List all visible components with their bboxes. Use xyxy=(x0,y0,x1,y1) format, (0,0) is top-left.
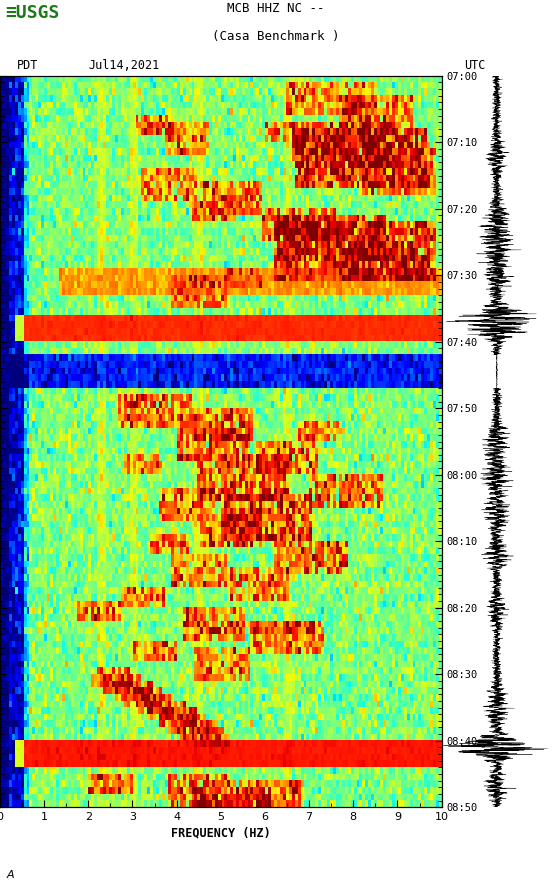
Text: $\mathit{A}$: $\mathit{A}$ xyxy=(6,868,15,880)
Text: (Casa Benchmark ): (Casa Benchmark ) xyxy=(213,30,339,44)
Text: ≡USGS: ≡USGS xyxy=(6,4,60,21)
Text: Jul14,2021: Jul14,2021 xyxy=(88,59,160,72)
Text: UTC: UTC xyxy=(464,59,485,72)
X-axis label: FREQUENCY (HZ): FREQUENCY (HZ) xyxy=(171,826,270,839)
Text: PDT: PDT xyxy=(17,59,38,72)
Text: MCB HHZ NC --: MCB HHZ NC -- xyxy=(227,2,325,14)
